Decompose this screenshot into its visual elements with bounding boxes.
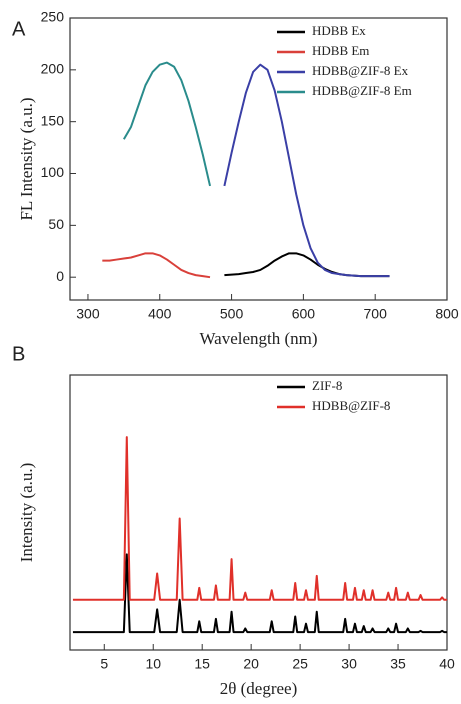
x-tick-label: 500	[220, 306, 244, 322]
x-tick-label: 600	[292, 306, 316, 322]
series-line	[72, 553, 447, 634]
legend-label: HDBB@ZIF-8 Ex	[312, 63, 409, 78]
y-axis-label: FL Intensity (a.u.)	[17, 97, 36, 220]
y-tick-label: 50	[48, 216, 64, 232]
plot-frame	[69, 17, 448, 301]
legend-label: HDBB Em	[312, 43, 369, 58]
x-axis-label: Wavelength (nm)	[199, 329, 317, 348]
legend-label: HDBB@ZIF-8 Em	[312, 83, 412, 98]
x-tick-label: 25	[292, 656, 308, 672]
series-line	[224, 252, 390, 278]
series-line	[122, 61, 212, 187]
x-tick-label: 30	[341, 656, 357, 672]
series-line	[72, 436, 447, 601]
y-tick-label: 100	[41, 164, 65, 180]
x-tick-label: 15	[194, 656, 210, 672]
x-axis-label: 2θ (degree)	[220, 679, 298, 698]
series-line	[223, 63, 390, 278]
x-tick-label: 300	[76, 306, 100, 322]
x-tick-label: 40	[439, 656, 455, 672]
series-line	[102, 252, 211, 279]
panel-label: B	[12, 343, 25, 365]
legend-label: HDBB Ex	[312, 23, 366, 38]
x-tick-label: 800	[435, 306, 459, 322]
y-axis-label: Intensity (a.u.)	[17, 463, 36, 563]
x-tick-label: 35	[390, 656, 406, 672]
legend-label: ZIF-8	[312, 378, 342, 393]
x-tick-label: 5	[100, 656, 108, 672]
panel-label: A	[12, 18, 26, 40]
y-tick-label: 250	[41, 9, 65, 25]
y-tick-label: 150	[41, 112, 65, 128]
x-tick-label: 10	[145, 656, 161, 672]
x-tick-label: 700	[364, 306, 388, 322]
legend-label: HDBB@ZIF-8	[312, 398, 390, 413]
x-tick-label: 20	[243, 656, 259, 672]
y-tick-label: 200	[41, 61, 65, 77]
plot-frame	[69, 374, 448, 651]
y-tick-label: 0	[56, 268, 64, 284]
x-tick-label: 400	[148, 306, 172, 322]
